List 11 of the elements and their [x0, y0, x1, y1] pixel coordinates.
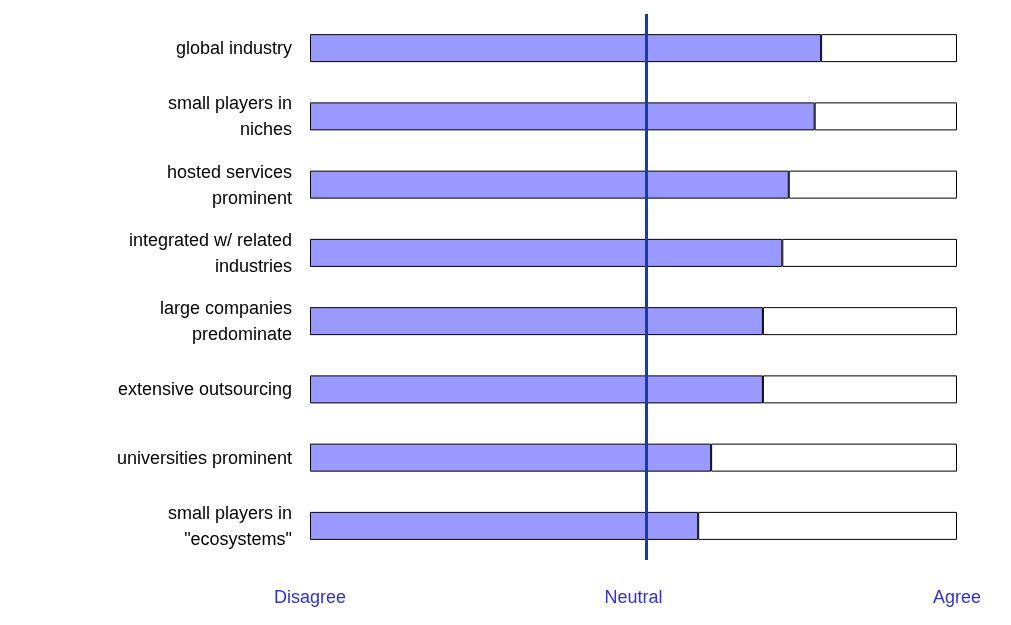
y-tick-label: hosted services prominent [166, 161, 292, 208]
y-tick-label: universities prominent [116, 447, 292, 468]
y-tick-label: integrated w/ related industries [128, 229, 292, 276]
text: Disagree [273, 587, 347, 607]
y-tick-label: extensive outsourcing [117, 379, 292, 400]
text: Neutral [604, 587, 663, 607]
y-tick-label: small players in niches [167, 93, 292, 140]
text: Agree [932, 587, 982, 607]
y-tick-label: small players in "ecosystems" [167, 502, 292, 549]
y-tick-label: global industry [175, 38, 292, 59]
y-tick-label: large companies predominate [159, 298, 292, 345]
